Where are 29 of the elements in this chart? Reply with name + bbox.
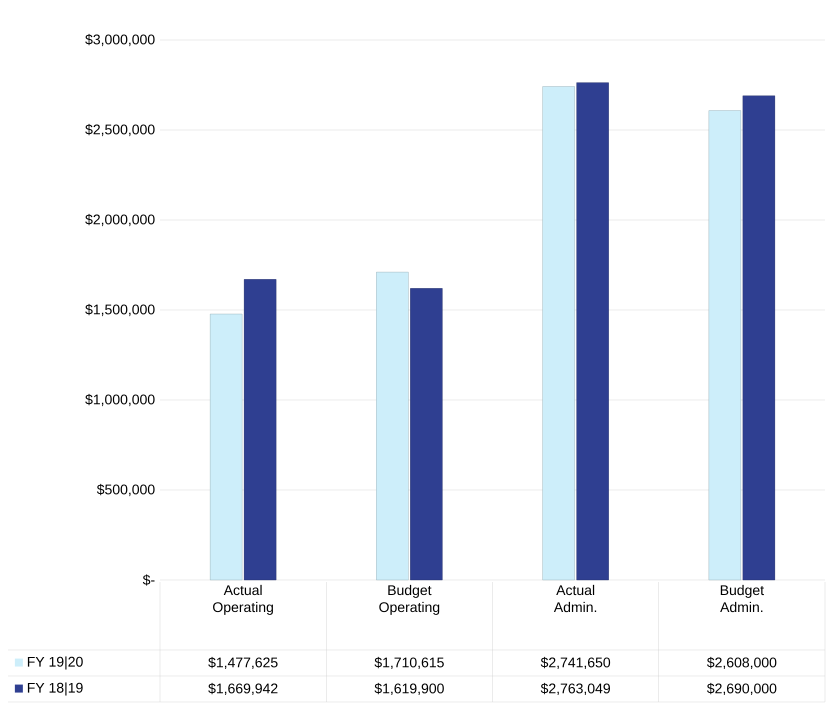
data-label: $1,669,942 (208, 682, 278, 696)
bar (576, 82, 609, 580)
data-label: $2,741,650 (540, 656, 610, 670)
data-label: $2,690,000 (706, 682, 776, 696)
y-tick-label: $1,000,000 (85, 394, 155, 406)
bar (742, 96, 776, 580)
data-label: $2,763,049 (540, 682, 610, 696)
data-label: $1,619,900 (374, 682, 444, 696)
y-tick-label: $2,500,000 (85, 124, 155, 136)
legend-label: FY 19|20 (28, 656, 83, 670)
bar (376, 272, 409, 580)
x-tick-label: Budget Admin. (720, 584, 764, 612)
y-tick-label: $3,000,000 (85, 34, 155, 46)
bar (410, 288, 443, 580)
data-label: $1,477,625 (208, 656, 278, 670)
x-tick-label: Actual Admin. (554, 584, 596, 612)
y-tick-label: $500,000 (96, 484, 155, 496)
bar (542, 86, 575, 580)
data-label: $2,608,000 (706, 656, 776, 670)
data-label: $1,710,615 (374, 656, 444, 670)
x-tick-label: Budget Operating (379, 584, 440, 615)
y-tick-label: $- (142, 574, 155, 586)
x-tick-label: Actual Operating (213, 584, 273, 615)
bar (244, 279, 276, 580)
legend-label: FY 18|19 (28, 682, 83, 696)
y-tick-label: $1,500,000 (85, 304, 155, 316)
bar (708, 110, 742, 580)
bar (210, 314, 242, 580)
y-tick-label: $2,000,000 (85, 214, 155, 226)
